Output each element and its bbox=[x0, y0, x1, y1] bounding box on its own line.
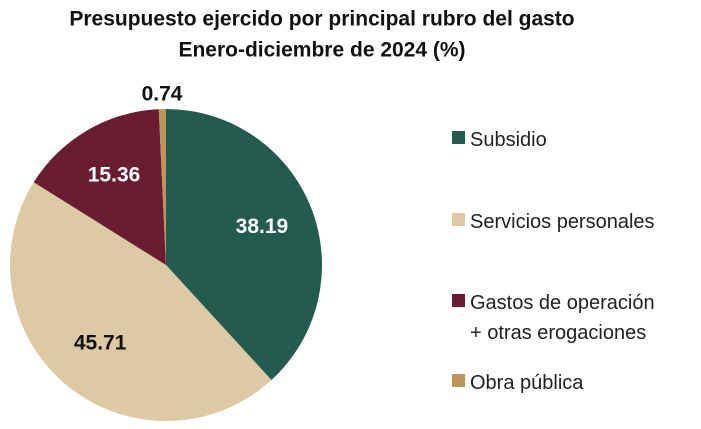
legend-label: Obra pública bbox=[470, 372, 584, 394]
legend-label: Subsidio bbox=[470, 129, 547, 151]
legend-swatch bbox=[452, 294, 465, 307]
legend-item: Gastos de operación + otras erogaciones bbox=[452, 288, 692, 348]
legend-swatch bbox=[452, 213, 465, 226]
legend-swatch bbox=[452, 374, 465, 387]
legend-label: Servicios personales bbox=[470, 211, 655, 233]
data-label: 38.19 bbox=[236, 215, 289, 238]
pie-slice bbox=[166, 109, 323, 380]
legend-item: Servicios personales bbox=[452, 207, 692, 237]
data-label: 45.71 bbox=[74, 332, 127, 355]
legend-item: Obra pública bbox=[452, 368, 692, 398]
legend-swatch bbox=[452, 131, 465, 144]
data-label: 15.36 bbox=[88, 164, 141, 187]
data-label: 0.74 bbox=[142, 83, 183, 106]
pie-slice bbox=[158, 109, 166, 265]
legend-item: Subsidio bbox=[452, 125, 692, 155]
pie-slice bbox=[33, 109, 167, 265]
legend-label: Gastos de operación + otras erogaciones bbox=[470, 292, 655, 344]
chart-subtitle: Enero-diciembre de 2024 (%) bbox=[178, 39, 465, 62]
chart-title: Presupuesto ejercido por principal rubro… bbox=[69, 8, 574, 31]
pie-slice bbox=[9, 182, 272, 422]
